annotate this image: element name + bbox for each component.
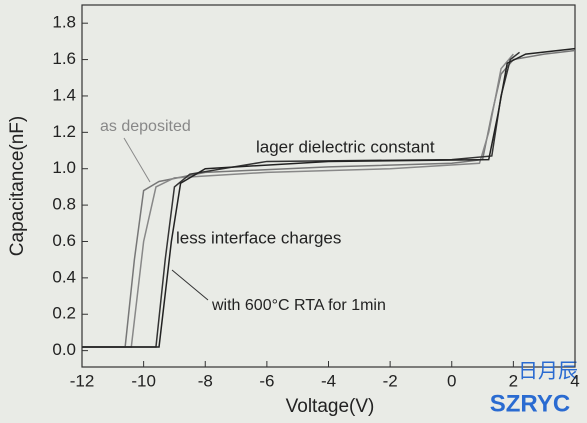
y-axis-label: Capacitance(nF): [7, 116, 28, 256]
y-tick-label: 1.0: [52, 158, 76, 177]
x-tick-label: -6: [259, 371, 274, 390]
y-tick-label: 1.6: [52, 49, 76, 68]
x-tick-label: 0: [447, 371, 456, 390]
y-tick-label: 1.4: [52, 85, 76, 104]
annotation: less interface charges: [176, 228, 341, 247]
annotation: as deposited: [100, 118, 191, 135]
annotation: with 600°C RTA for 1min: [211, 297, 386, 314]
y-tick-label: 0.0: [52, 340, 76, 359]
watermark: 日月辰: [518, 360, 578, 382]
y-tick-label: 1.2: [52, 122, 76, 141]
annotation-arrow: [123, 137, 151, 183]
curve: [82, 47, 576, 348]
x-tick-label: -2: [383, 371, 398, 390]
x-tick-label: -4: [321, 371, 336, 390]
x-tick-label: 2: [509, 371, 518, 390]
annotation-arrow: [171, 269, 209, 301]
x-tick-label: -8: [198, 371, 213, 390]
annotation: lager dielectric constant: [256, 137, 435, 156]
x-tick-label: 4: [570, 371, 579, 390]
x-tick-label: -12: [70, 371, 95, 390]
y-tick-label: 0.4: [52, 267, 76, 286]
curve: [82, 53, 514, 348]
y-tick-label: 0.8: [52, 195, 76, 214]
x-tick-label: -10: [131, 371, 156, 390]
y-tick-label: 0.2: [52, 304, 76, 323]
y-tick-label: 1.8: [52, 13, 76, 32]
x-axis-label: Voltage(V): [286, 396, 375, 417]
y-tick-label: 0.6: [52, 231, 76, 250]
watermark: SZRYC: [490, 390, 570, 417]
